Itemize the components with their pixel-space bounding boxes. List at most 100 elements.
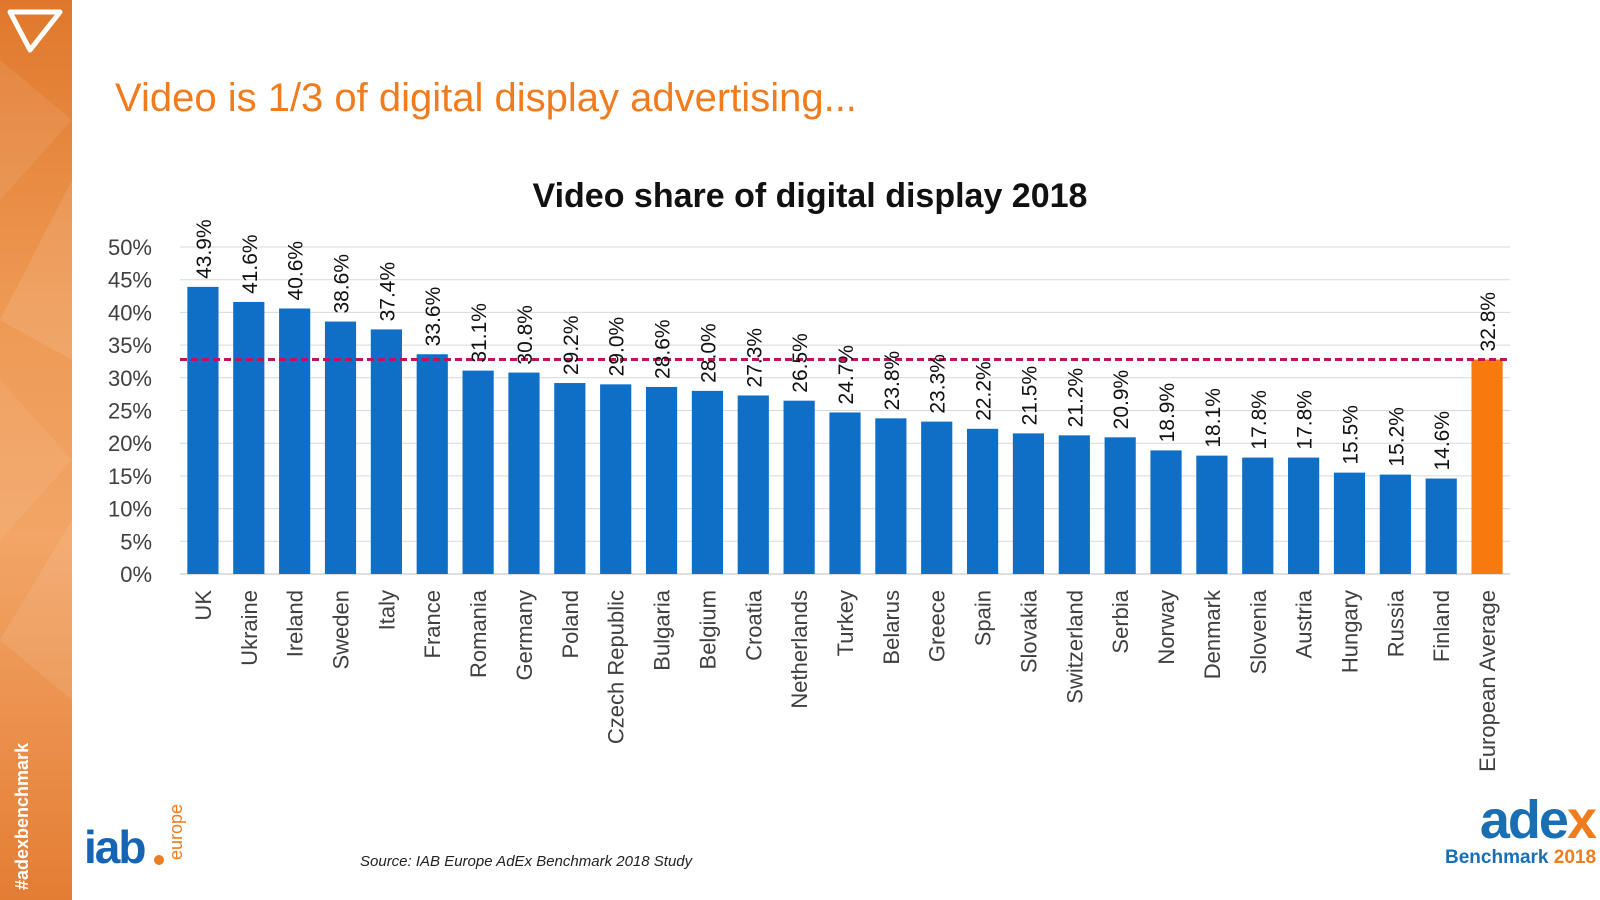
value-label: 33.6% bbox=[422, 287, 445, 347]
x-tick-label: Sweden bbox=[329, 590, 354, 670]
value-label: 30.8% bbox=[514, 305, 537, 365]
value-label: 43.9% bbox=[193, 219, 216, 279]
bar bbox=[829, 412, 861, 574]
adex-logo-year: 2018 bbox=[1553, 847, 1597, 868]
value-label: 20.9% bbox=[1110, 370, 1133, 430]
bar bbox=[1379, 474, 1411, 574]
value-label: 21.2% bbox=[1064, 368, 1087, 428]
y-tick-label: 10% bbox=[108, 497, 152, 522]
x-tick-label: Croatia bbox=[741, 589, 766, 661]
y-tick-label: 50% bbox=[108, 235, 152, 260]
bar bbox=[1288, 457, 1320, 574]
x-tick-label: Greece bbox=[925, 590, 950, 662]
bar bbox=[279, 308, 311, 574]
bar bbox=[921, 421, 953, 574]
source-note: Source: IAB Europe AdEx Benchmark 2018 S… bbox=[360, 853, 693, 870]
sidebar-pattern bbox=[0, 60, 72, 700]
adex-logo-x: x bbox=[1566, 790, 1597, 850]
y-tick-label: 15% bbox=[108, 464, 152, 489]
bar bbox=[691, 390, 724, 574]
chart-title: Video share of digital display 2018 bbox=[533, 177, 1088, 215]
value-label: 32.8% bbox=[1477, 292, 1500, 352]
value-label: 28.6% bbox=[652, 319, 675, 379]
iab-logo-text: iab bbox=[84, 821, 146, 873]
bar bbox=[737, 395, 769, 574]
adex-logo-sub: Benchmark bbox=[1445, 847, 1549, 868]
x-tick-label: Turkey bbox=[833, 590, 858, 656]
bar bbox=[966, 428, 999, 574]
x-axis-labels: UK Ukraine Ireland Sweden Italy France Romania… bbox=[191, 589, 1500, 772]
x-tick-label: Netherlands bbox=[787, 590, 812, 709]
value-label: 26.5% bbox=[789, 333, 812, 393]
bar bbox=[1150, 450, 1182, 574]
bar bbox=[462, 370, 494, 574]
x-tick-label: Austria bbox=[1292, 589, 1317, 658]
y-tick-label: 30% bbox=[108, 366, 152, 391]
value-label: 23.8% bbox=[881, 351, 904, 411]
bar bbox=[233, 301, 265, 574]
value-label: 24.7% bbox=[835, 345, 858, 405]
value-label: 29.0% bbox=[606, 317, 629, 377]
value-label: 27.3% bbox=[743, 328, 766, 388]
iab-logo-dot bbox=[154, 855, 164, 865]
bar bbox=[1104, 437, 1136, 574]
value-label: 15.5% bbox=[1339, 405, 1362, 465]
y-tick-label: 45% bbox=[108, 268, 152, 293]
x-tick-label: Norway bbox=[1154, 590, 1179, 665]
x-tick-label: Romania bbox=[466, 589, 491, 678]
bars bbox=[187, 286, 1503, 574]
bar bbox=[783, 400, 815, 574]
x-tick-label: Bulgaria bbox=[650, 589, 675, 670]
x-tick-label: European Average bbox=[1475, 590, 1500, 772]
x-tick-label: Poland bbox=[558, 590, 583, 659]
value-label: 41.6% bbox=[239, 234, 262, 294]
bar bbox=[1196, 455, 1228, 574]
value-label: 18.9% bbox=[1156, 383, 1179, 443]
bar bbox=[645, 386, 678, 574]
slide-title: Video is 1/3 of digital display advertis… bbox=[115, 76, 857, 120]
bar bbox=[370, 329, 402, 574]
x-tick-label: Ireland bbox=[283, 590, 308, 657]
bar bbox=[1333, 472, 1366, 574]
value-labels: 43.9% 41.6% 40.6% 38.6% 37.4% 33.6% 31.1% 30.8%… bbox=[193, 219, 1500, 470]
x-tick-label: Slovakia bbox=[1016, 589, 1041, 673]
bar-european-average bbox=[1471, 359, 1503, 574]
y-tick-label: 40% bbox=[108, 300, 152, 325]
value-label: 21.5% bbox=[1018, 366, 1041, 426]
bar bbox=[508, 372, 540, 574]
y-axis: 0% 5% 10% 15% 20% 25% 30% 35% 40% 45% 50% bbox=[108, 235, 152, 587]
x-tick-label: Belarus bbox=[879, 590, 904, 665]
x-tick-label: Switzerland bbox=[1062, 590, 1087, 704]
sidebar-band: #adexbenchmark bbox=[0, 0, 72, 900]
bar bbox=[600, 384, 632, 574]
triangle-logo-icon bbox=[7, 9, 63, 53]
x-tick-label: Denmark bbox=[1200, 589, 1225, 679]
adex-logo-text: ade bbox=[1479, 790, 1569, 850]
value-label: 37.4% bbox=[376, 262, 399, 322]
y-tick-label: 35% bbox=[108, 333, 152, 358]
value-label: 23.3% bbox=[927, 354, 950, 414]
value-label: 18.1% bbox=[1202, 388, 1225, 448]
bar bbox=[875, 418, 907, 574]
adex-benchmark-logo: adex Benchmark 2018 bbox=[1445, 790, 1597, 893]
x-tick-label: Spain bbox=[971, 590, 996, 646]
value-label: 28.0% bbox=[697, 323, 720, 383]
x-tick-label: UK bbox=[191, 590, 216, 621]
value-label: 14.6% bbox=[1431, 411, 1454, 471]
x-tick-label: Hungary bbox=[1337, 590, 1362, 673]
bar bbox=[554, 383, 586, 574]
value-label: 40.6% bbox=[285, 241, 308, 301]
x-tick-label: Russia bbox=[1383, 589, 1408, 657]
iab-logo-europe: europe bbox=[166, 803, 186, 860]
bar bbox=[1242, 457, 1274, 574]
value-label: 17.8% bbox=[1248, 390, 1271, 450]
iab-europe-logo: iab europe bbox=[84, 800, 186, 890]
y-tick-label: 20% bbox=[108, 431, 152, 456]
value-label: 31.1% bbox=[468, 303, 491, 363]
y-tick-label: 5% bbox=[120, 529, 152, 554]
bar bbox=[1012, 433, 1045, 574]
x-tick-label: France bbox=[420, 590, 445, 658]
y-tick-label: 0% bbox=[120, 562, 152, 587]
x-tick-label: Slovenia bbox=[1246, 589, 1271, 674]
